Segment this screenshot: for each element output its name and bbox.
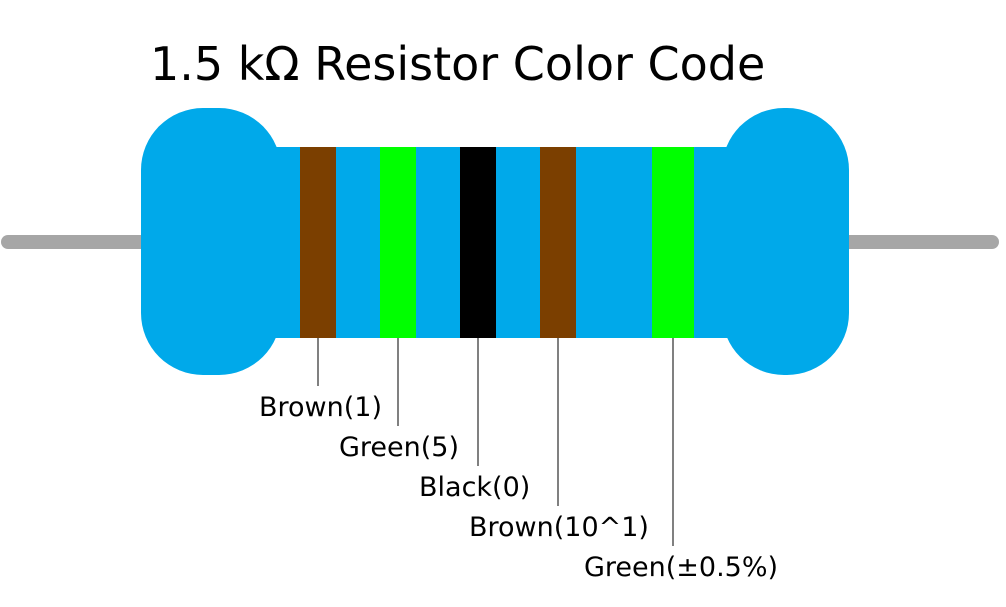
band-1 (300, 147, 336, 338)
band-label-5: Green(±0.5%) (584, 552, 778, 583)
band-2 (380, 147, 416, 338)
band-label-4: Brown(10^1) (469, 512, 649, 543)
band-label-3: Black(0) (419, 472, 530, 503)
band-3 (460, 147, 496, 338)
band-label-2: Green(5) (339, 432, 459, 463)
band-4 (540, 147, 576, 338)
diagram-title: 1.5 kΩ Resistor Color Code (150, 37, 765, 91)
band-label-1: Brown(1) (259, 392, 382, 423)
band-5 (652, 147, 694, 338)
